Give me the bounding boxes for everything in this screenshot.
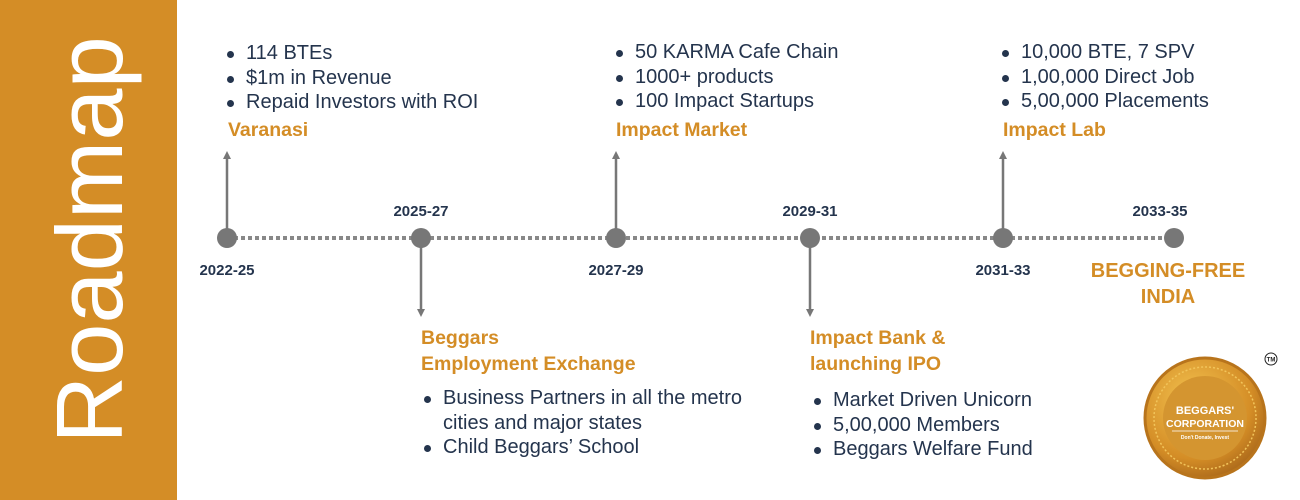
milestone-heading: Beggars Employment Exchange — [421, 325, 636, 377]
logo-text: BEGGARS' — [1176, 405, 1235, 417]
milestone-list: 10,000 BTE, 7 SPV 1,00,000 Direct Job 5,… — [1001, 40, 1209, 114]
goal-label: BEGGING-FREE INDIA — [1091, 258, 1245, 310]
list-item: 114 BTEs — [226, 41, 478, 66]
milestone-list: Market Driven Unicorn 5,00,000 Members B… — [813, 388, 1033, 462]
list-item: Market Driven Unicorn — [813, 388, 1033, 413]
list-item: Beggars Welfare Fund — [813, 437, 1033, 462]
milestone-list: 50 KARMA Cafe Chain 1000+ products 100 I… — [615, 40, 838, 114]
goal-line: INDIA — [1140, 286, 1196, 308]
milestone-dot — [993, 228, 1013, 248]
list-item: Repaid Investors with ROI — [226, 90, 478, 115]
milestone-dot — [800, 228, 820, 248]
milestone-dot — [411, 228, 431, 248]
goal-line: BEGGING-FREE — [1090, 260, 1246, 282]
list-item: Business Partners in all the metro citie… — [423, 386, 753, 435]
trademark-symbol: TM — [1267, 358, 1276, 364]
list-item: 50 KARMA Cafe Chain — [615, 40, 838, 65]
heading-line: launching IPO — [810, 353, 942, 375]
heading-line: Employment Exchange — [421, 353, 636, 375]
milestone-heading: Varanasi — [228, 119, 309, 141]
milestone-heading: Impact Lab — [1003, 119, 1106, 141]
milestone-heading: Impact Market — [616, 119, 748, 141]
period-label: 2029-31 — [782, 203, 838, 220]
period-label: 2031-33 — [975, 262, 1031, 279]
list-item: 5,00,000 Members — [813, 413, 1033, 438]
list-item: 1,00,000 Direct Job — [1001, 65, 1209, 90]
period-label: 2033-35 — [1132, 203, 1188, 220]
logo-text: CORPORATION — [1166, 418, 1244, 430]
list-item: 1000+ products — [615, 65, 838, 90]
milestone-heading: Impact Bank & launching IPO — [810, 325, 945, 377]
list-item: $1m in Revenue — [226, 66, 478, 91]
milestone-list: Business Partners in all the metro citie… — [423, 386, 753, 460]
list-item: 5,00,000 Placements — [1001, 89, 1209, 114]
list-item: Child Beggars’ School — [423, 435, 753, 460]
milestone-dot — [606, 228, 626, 248]
beggars-corporation-logo: BEGGARS' CORPORATION Don't Donate, Inves… — [1143, 352, 1278, 480]
heading-line: Beggars — [421, 327, 500, 349]
milestone-dot — [217, 228, 237, 248]
milestone-dot — [1164, 228, 1184, 248]
logo-tagline: Don't Donate, Invest — [1181, 435, 1229, 441]
period-label: 2027-29 — [588, 262, 644, 279]
list-item: 10,000 BTE, 7 SPV — [1001, 40, 1209, 65]
heading-line: Impact Bank & — [810, 327, 946, 349]
roadmap-sidebar: Roadmap — [0, 0, 177, 500]
list-item: 100 Impact Startups — [615, 89, 838, 114]
period-label: 2022-25 — [199, 262, 255, 279]
period-label: 2025-27 — [393, 203, 449, 220]
milestone-list: 114 BTEs $1m in Revenue Repaid Investors… — [226, 41, 478, 115]
